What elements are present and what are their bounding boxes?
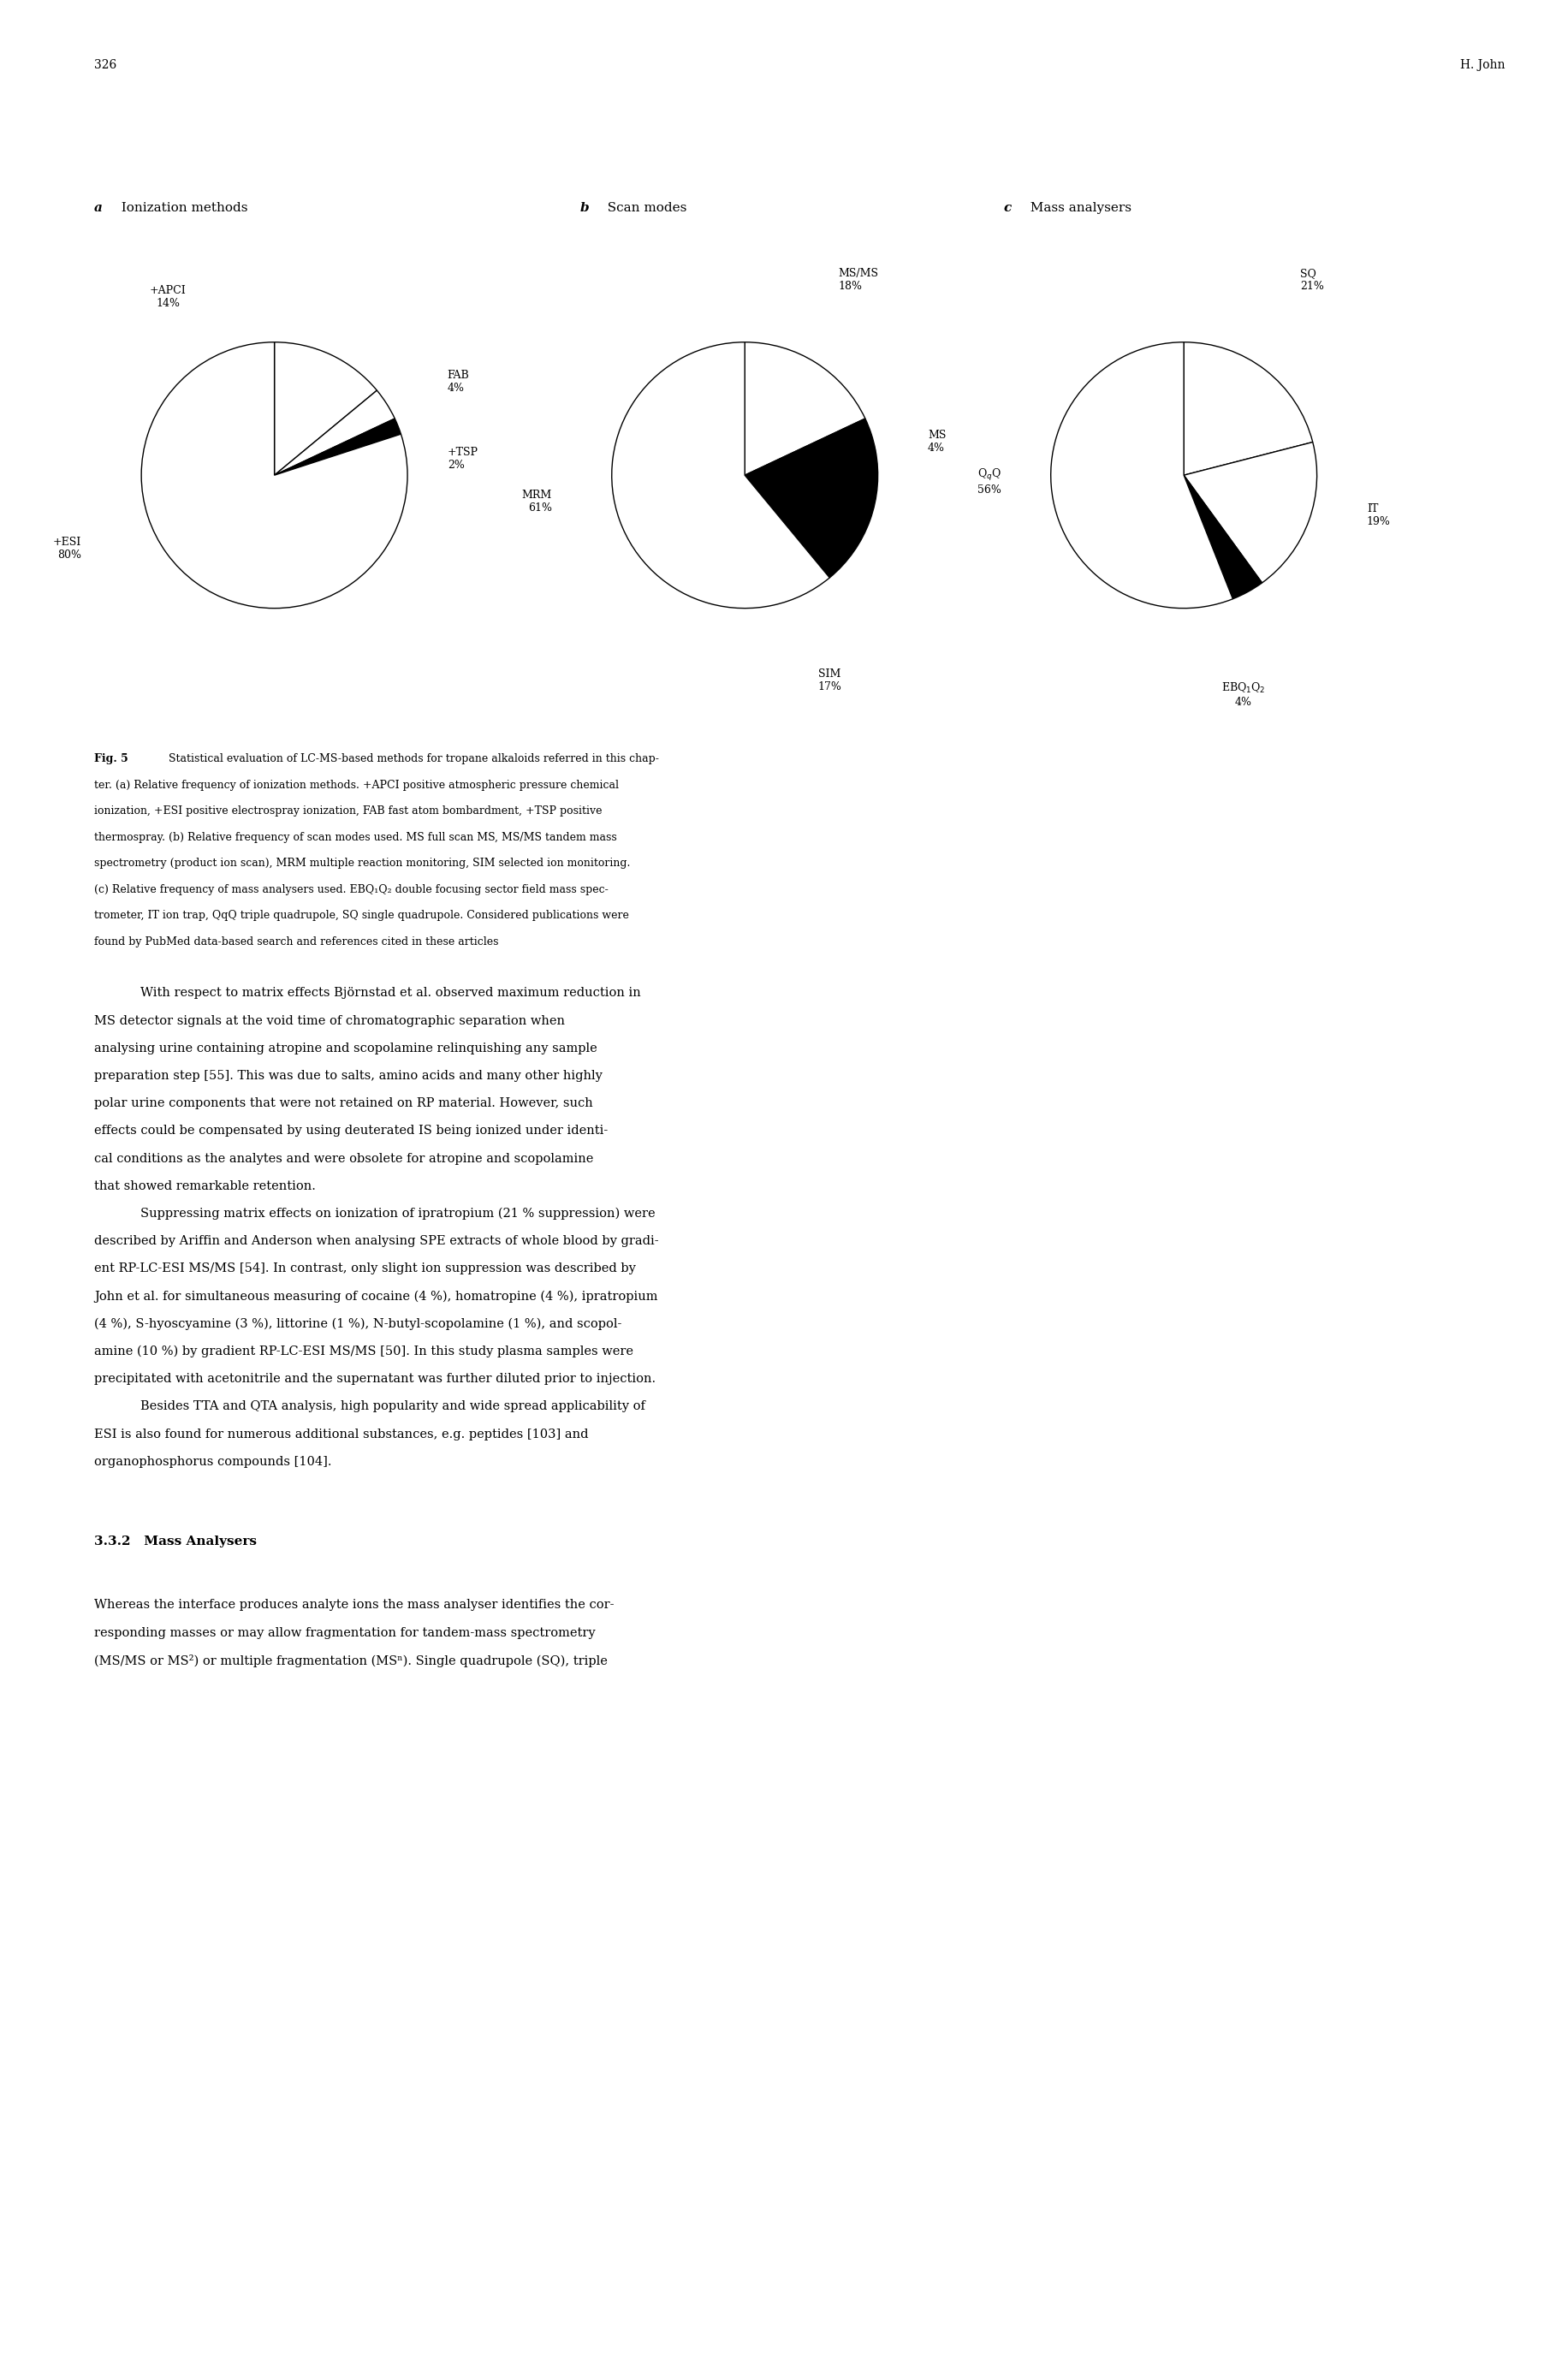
Text: cal conditions as the analytes and were obsolete for atropine and scopolamine: cal conditions as the analytes and were … [94, 1152, 593, 1164]
Text: Q$_q$Q
56%: Q$_q$Q 56% [977, 468, 1000, 497]
Text: Suppressing matrix effects on ionization of ipratropium (21 % suppression) were: Suppressing matrix effects on ionization… [141, 1207, 655, 1219]
Wedge shape [274, 390, 395, 475]
Text: spectrometry (product ion scan), MRM multiple reaction monitoring, SIM selected : spectrometry (product ion scan), MRM mul… [94, 858, 630, 870]
Text: Scan modes: Scan modes [599, 202, 687, 214]
Text: Ionization methods: Ionization methods [113, 202, 248, 214]
Text: Fig. 5: Fig. 5 [94, 753, 129, 765]
Text: MS detector signals at the void time of chromatographic separation when: MS detector signals at the void time of … [94, 1015, 564, 1026]
Text: +APCI
14%: +APCI 14% [149, 285, 187, 309]
Text: John et al. for simultaneous measuring of cocaine (4 %), homatropine (4 %), ipra: John et al. for simultaneous measuring o… [94, 1290, 657, 1302]
Text: MRM
61%: MRM 61% [522, 489, 552, 513]
Text: Whereas the interface produces analyte ions the mass analyser identifies the cor: Whereas the interface produces analyte i… [94, 1599, 615, 1611]
Text: EBQ$_1$Q$_2$
4%: EBQ$_1$Q$_2$ 4% [1221, 682, 1265, 708]
Wedge shape [274, 342, 376, 475]
Text: ionization, +ESI positive electrospray ionization, FAB fast atom bombardment, +T: ionization, +ESI positive electrospray i… [94, 805, 602, 817]
Text: that showed remarkable retention.: that showed remarkable retention. [94, 1181, 315, 1193]
Wedge shape [745, 342, 866, 475]
Text: thermospray. (b) Relative frequency of scan modes used. MS full scan MS, MS/MS t: thermospray. (b) Relative frequency of s… [94, 832, 616, 843]
Wedge shape [1051, 342, 1232, 608]
Text: preparation step [55]. This was due to salts, amino acids and many other highly: preparation step [55]. This was due to s… [94, 1069, 602, 1081]
Text: 326: 326 [94, 59, 116, 71]
Text: described by Ariffin and Anderson when analysing SPE extracts of whole blood by : described by Ariffin and Anderson when a… [94, 1236, 659, 1247]
Text: SIM
17%: SIM 17% [818, 668, 842, 691]
Wedge shape [1184, 342, 1312, 475]
Text: FAB
4%: FAB 4% [447, 371, 469, 394]
Text: effects could be compensated by using deuterated IS being ionized under identi-: effects could be compensated by using de… [94, 1124, 608, 1138]
Text: (c) Relative frequency of mass analysers used. EBQ₁Q₂ double focusing sector fie: (c) Relative frequency of mass analysers… [94, 884, 608, 896]
Text: ESI is also found for numerous additional substances, e.g. peptides [103] and: ESI is also found for numerous additiona… [94, 1428, 588, 1440]
Text: amine (10 %) by gradient RP-LC-ESI MS/MS [50]. In this study plasma samples were: amine (10 %) by gradient RP-LC-ESI MS/MS… [94, 1345, 633, 1357]
Text: Mass analysers: Mass analysers [1022, 202, 1132, 214]
Text: analysing urine containing atropine and scopolamine relinquishing any sample: analysing urine containing atropine and … [94, 1043, 597, 1055]
Text: ter. (a) Relative frequency of ionization methods. +APCI positive atmospheric pr: ter. (a) Relative frequency of ionizatio… [94, 779, 619, 791]
Text: With respect to matrix effects Björnstad et al. observed maximum reduction in: With respect to matrix effects Björnstad… [141, 986, 641, 1000]
Text: H. John: H. John [1460, 59, 1505, 71]
Text: precipitated with acetonitrile and the supernatant was further diluted prior to : precipitated with acetonitrile and the s… [94, 1373, 655, 1385]
Text: IT
19%: IT 19% [1367, 504, 1391, 527]
Wedge shape [612, 342, 829, 608]
Wedge shape [1184, 475, 1262, 599]
Text: (MS/MS or MS²) or multiple fragmentation (MSⁿ). Single quadrupole (SQ), triple: (MS/MS or MS²) or multiple fragmentation… [94, 1654, 607, 1668]
Text: MS/MS
18%: MS/MS 18% [837, 268, 878, 292]
Text: a: a [94, 202, 102, 214]
Text: +TSP
2%: +TSP 2% [447, 447, 478, 470]
Text: SQ
21%: SQ 21% [1300, 268, 1323, 292]
Text: found by PubMed data-based search and references cited in these articles: found by PubMed data-based search and re… [94, 936, 499, 948]
Text: ent RP-LC-ESI MS/MS [54]. In contrast, only slight ion suppression was described: ent RP-LC-ESI MS/MS [54]. In contrast, o… [94, 1262, 635, 1276]
Wedge shape [141, 342, 408, 608]
Text: MS
4%: MS 4% [928, 430, 946, 454]
Wedge shape [745, 418, 875, 475]
Text: +ESI
80%: +ESI 80% [53, 537, 82, 561]
Text: Statistical evaluation of LC-MS-based methods for tropane alkaloids referred in : Statistical evaluation of LC-MS-based me… [162, 753, 659, 765]
Text: trometer, IT ion trap, QqQ triple quadrupole, SQ single quadrupole. Considered p: trometer, IT ion trap, QqQ triple quadru… [94, 910, 629, 922]
Text: polar urine components that were not retained on RP material. However, such: polar urine components that were not ret… [94, 1098, 593, 1110]
Wedge shape [274, 418, 401, 475]
Wedge shape [1184, 442, 1317, 582]
Wedge shape [745, 451, 878, 577]
Text: organophosphorus compounds [104].: organophosphorus compounds [104]. [94, 1456, 331, 1468]
Text: 3.3.2   Mass Analysers: 3.3.2 Mass Analysers [94, 1535, 257, 1547]
Text: b: b [580, 202, 590, 214]
Text: Besides TTA and QTA analysis, high popularity and wide spread applicability of: Besides TTA and QTA analysis, high popul… [141, 1402, 646, 1414]
Text: responding masses or may allow fragmentation for tandem-mass spectrometry: responding masses or may allow fragmenta… [94, 1628, 596, 1639]
Text: c: c [1004, 202, 1011, 214]
Text: (4 %), S-hyoscyamine (3 %), littorine (1 %), N-butyl-scopolamine (1 %), and scop: (4 %), S-hyoscyamine (3 %), littorine (1… [94, 1319, 621, 1331]
